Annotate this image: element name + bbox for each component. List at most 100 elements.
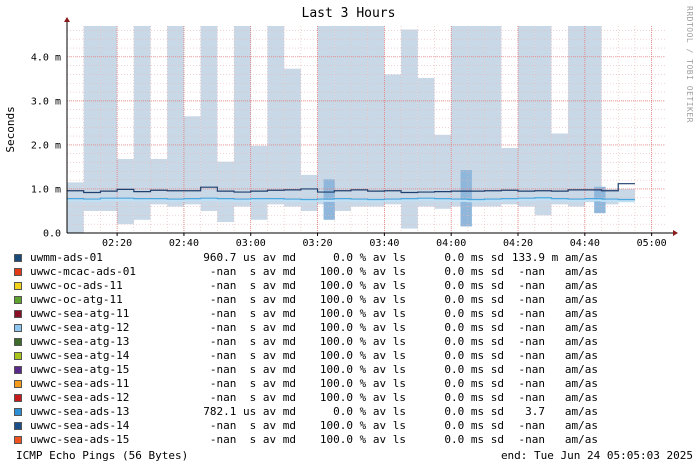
loss-band bbox=[484, 26, 502, 207]
legend-am-as: -nan am/as bbox=[518, 349, 598, 362]
loss-band bbox=[451, 26, 468, 207]
legend-row: uwwc-sea-ads-11 -nan s av md 100.0 % av ls… bbox=[14, 377, 694, 391]
legend-host-name: uwwc-sea-atg-11 bbox=[30, 307, 130, 320]
footer-description: ICMP Echo Pings (56 Bytes) bbox=[16, 449, 189, 462]
legend-loss: 100.0 % av ls bbox=[319, 293, 406, 306]
x-tick-label: 02:20 bbox=[102, 238, 132, 249]
legend-loss: 0.0 % av ls bbox=[333, 251, 406, 264]
loss-band bbox=[401, 29, 418, 229]
loss-band bbox=[467, 26, 485, 207]
legend-stddev: 0.0 ms sd bbox=[444, 377, 504, 390]
legend-stddev: 0.0 ms sd bbox=[444, 433, 504, 446]
legend-row: uwwc-sea-atg-15 -nan s av md 100.0 % av ls… bbox=[14, 363, 694, 377]
loss-band bbox=[334, 26, 351, 211]
legend-swatch bbox=[14, 366, 22, 374]
legend-row: uwwc-mcac-ads-01 -nan s av md 100.0 % av l… bbox=[14, 265, 694, 279]
legend-row: uwwc-sea-atg-14 -nan s av md 100.0 % av ls… bbox=[14, 349, 694, 363]
legend-swatch bbox=[14, 394, 22, 402]
legend-median: -nan s av md bbox=[209, 279, 296, 292]
legend-host-name: uwwc-sea-atg-14 bbox=[30, 349, 130, 362]
legend-host-name: uwwc-mcac-ads-01 bbox=[30, 265, 136, 278]
legend-stddev: 0.0 ms sd bbox=[444, 349, 504, 362]
legend-host-name: uwwc-sea-ads-14 bbox=[30, 419, 130, 432]
rrdtool-watermark: RRDTOOL / TOBI OETIKER bbox=[685, 6, 694, 123]
loss-band bbox=[417, 77, 435, 207]
series-line bbox=[67, 183, 635, 194]
loss-band bbox=[250, 145, 268, 220]
legend-am-as: -nan am/as bbox=[518, 433, 598, 446]
legend-am-as: -nan am/as bbox=[518, 419, 598, 432]
loss-band bbox=[317, 26, 335, 205]
legend-swatch bbox=[14, 338, 22, 346]
legend-loss: 100.0 % av ls bbox=[319, 307, 406, 320]
legend-swatch bbox=[14, 268, 22, 276]
legend-am-as: -nan am/as bbox=[518, 335, 598, 348]
loss-band bbox=[568, 26, 585, 207]
footer-end-time: end: Tue Jun 24 05:05:03 2025 bbox=[500, 449, 693, 462]
x-tick-label: 03:40 bbox=[369, 238, 399, 249]
legend-median: -nan s av md bbox=[209, 321, 296, 334]
legend-row: uwwc-oc-atg-11 -nan s av md 100.0 % av ls 0… bbox=[14, 293, 694, 307]
legend-median: -nan s av md bbox=[209, 335, 296, 348]
legend-median: -nan s av md bbox=[209, 265, 296, 278]
legend-host-name: uwwc-sea-ads-13 bbox=[30, 405, 130, 418]
legend-host-name: uwmm-ads-01 bbox=[30, 251, 103, 264]
legend-stddev: 0.0 ms sd bbox=[444, 321, 504, 334]
loss-band bbox=[584, 26, 602, 203]
legend-loss: 100.0 % av ls bbox=[319, 363, 406, 376]
legend-loss: 100.0 % av ls bbox=[319, 419, 406, 432]
legend-median: -nan s av md bbox=[209, 433, 296, 446]
y-axis-arrow bbox=[64, 17, 70, 22]
loss-band bbox=[551, 133, 569, 205]
legend-median: -nan s av md bbox=[209, 307, 296, 320]
legend-swatch bbox=[14, 380, 22, 388]
legend-am-as: -nan am/as bbox=[518, 363, 598, 376]
loss-band bbox=[150, 159, 168, 205]
legend-loss: 0.0 % av ls bbox=[333, 405, 406, 418]
loss-band bbox=[217, 161, 235, 222]
loss-band bbox=[518, 26, 535, 207]
legend-loss: 100.0 % av ls bbox=[319, 349, 406, 362]
legend-am-as: 3.7 am/as bbox=[525, 405, 598, 418]
loss-band bbox=[367, 26, 385, 207]
legend-loss: 100.0 % av ls bbox=[319, 377, 406, 390]
legend-swatch bbox=[14, 436, 22, 444]
x-tick-label: 03:20 bbox=[303, 238, 333, 249]
legend-swatch bbox=[14, 310, 22, 318]
ping-latency-chart: 02:20 02:40 03:00 03:20 03:40 04:00 04:20 04:40… bbox=[4, 17, 678, 249]
legend-loss: 100.0 % av ls bbox=[319, 433, 406, 446]
legend-host-name: uwwc-sea-ads-12 bbox=[30, 391, 130, 404]
series-shade bbox=[67, 198, 635, 203]
loss-band bbox=[534, 26, 552, 216]
legend-am-as: -nan am/as bbox=[518, 279, 598, 292]
legend-am-as: -nan am/as bbox=[518, 307, 598, 320]
legend-median: -nan s av md bbox=[209, 349, 296, 362]
legend-loss: 100.0 % av ls bbox=[319, 321, 406, 334]
x-tick-label: 02:40 bbox=[169, 238, 199, 249]
legend-host-name: uwwc-oc-atg-11 bbox=[30, 293, 123, 306]
legend-median: -nan s av md bbox=[209, 293, 296, 306]
chart-title: Last 3 Hours bbox=[301, 6, 396, 21]
legend-row: uwwc-sea-ads-12 -nan s av md 100.0 % av ls… bbox=[14, 391, 694, 405]
legend-median: -nan s av md bbox=[209, 363, 296, 376]
y-tick-label: 4.0 m bbox=[31, 52, 61, 63]
series-line bbox=[67, 197, 635, 201]
legend-swatch bbox=[14, 408, 22, 416]
y-tick-label: 3.0 m bbox=[31, 96, 61, 107]
y-tick-label: 1.0 m bbox=[31, 184, 61, 195]
legend-am-as: -nan am/as bbox=[518, 377, 598, 390]
legend-stddev: 0.0 ms sd bbox=[444, 251, 504, 264]
loss-band bbox=[83, 26, 101, 211]
legend-median: -nan s av md bbox=[209, 377, 296, 390]
loss-band bbox=[100, 26, 118, 211]
legend-stddev: 0.0 ms sd bbox=[444, 419, 504, 432]
x-tick-label: 03:00 bbox=[236, 238, 266, 249]
loss-band bbox=[300, 174, 318, 211]
legend-stddev: 0.0 ms sd bbox=[444, 279, 504, 292]
y-tick-label: 2.0 m bbox=[31, 140, 61, 151]
legend-median: -nan s av md bbox=[209, 419, 296, 432]
loss-band bbox=[384, 74, 402, 205]
legend-am-as: -nan am/as bbox=[518, 321, 598, 334]
legend-swatch bbox=[14, 422, 22, 430]
legend-swatch bbox=[14, 324, 22, 332]
